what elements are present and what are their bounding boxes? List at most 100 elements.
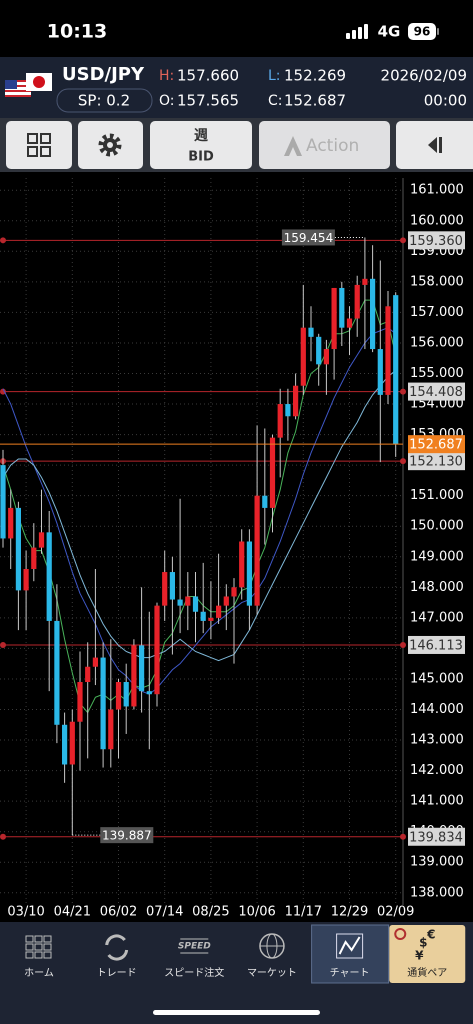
layout-button[interactable] [6,121,72,169]
date: 2026/02/09 [381,67,467,85]
candle-body [69,721,75,765]
annotation-label: 159.454 [284,231,334,245]
tab-currency-bg [389,925,466,983]
tabs: ホーム トレード スピード注文 マーケット チャート 通貨ペア SPEED ¥$€ [24,924,466,984]
battery-level: 96 [414,25,431,39]
trade-icon [105,934,129,961]
y-tick-label: 139.000 [410,855,464,870]
home-icon-cell [43,935,52,943]
currency-icon: ¥ [415,949,424,963]
tab-label[interactable]: トレード [97,968,137,979]
currency-icon: € [426,928,435,942]
x-tick-label: 08/25 [192,905,229,920]
home-icon-cell [25,951,34,959]
settings-icon [98,133,122,157]
candle-body [177,599,183,606]
candle-body [269,437,276,508]
tab-label[interactable]: スピード注文 [164,966,224,979]
layout-icon [27,133,51,157]
high-label: H: [159,68,174,84]
moving-average-line [2,299,397,714]
level-label: 152.130 [409,455,463,470]
y-tick-label: 148.000 [410,580,464,595]
candle-body [316,336,322,365]
battery-tip [437,28,439,35]
candle-body [77,682,83,722]
home-icon-cell [25,935,34,943]
spread: SP: 0.2 [78,92,130,110]
candle-body [246,541,252,606]
speed-icon: SPEED [178,942,211,952]
close-value: 152.687 [284,92,346,110]
candle-body [354,284,360,319]
home-icon-cell [34,935,43,943]
currency-icon: $ [419,936,427,950]
action-button[interactable] [259,121,390,169]
candle-body [146,691,152,695]
level-handle[interactable] [0,237,6,244]
y-tick-label: 157.000 [410,305,464,320]
y-tick-label: 145.000 [410,671,464,686]
low-value: 152.269 [284,67,346,85]
level-handle[interactable] [400,388,406,395]
level-handle[interactable] [0,388,6,395]
moving-average-line [2,370,397,662]
candle-body [223,596,229,606]
y-tick-label: 158.000 [410,274,464,289]
candle-body [108,709,114,750]
y-tick-label: 149.000 [410,549,464,564]
level-label: 146.113 [409,638,463,653]
candle-body [38,532,45,548]
status-bar [0,0,473,57]
candle-body [100,657,106,750]
y-tick-label: 143.000 [410,733,464,748]
home-icon-cell [34,951,43,959]
level-label-box [408,231,465,250]
x-tick-label: 03/10 [7,905,44,920]
candle-body [169,572,175,600]
open-value: 157.565 [177,92,239,110]
candle-body [293,385,299,417]
candle-body [62,724,68,765]
level-handle[interactable] [400,458,406,465]
x-tick-label: 12/29 [331,905,368,920]
low-label: L: [268,68,281,84]
action-label: Action [306,136,359,156]
candle-body [300,327,306,386]
candle-body [254,495,260,606]
network: 4G [378,23,401,41]
candle-body [162,572,168,606]
level-handle[interactable] [400,641,406,648]
level-handle[interactable] [0,833,6,840]
y-tick-label: 142.000 [410,763,464,778]
candle-body [370,278,376,350]
candle-body [339,287,345,328]
x-tick-label: 07/14 [146,905,183,920]
tab-label[interactable]: ホーム [24,967,54,979]
time: 00:00 [424,92,467,110]
level-handle[interactable] [0,641,6,648]
period-button[interactable] [150,121,252,169]
candle-body [123,682,129,707]
currency-pair[interactable]: USD/JPY [62,64,145,85]
level-label-box [408,452,465,471]
candle-body [154,605,160,695]
annotation-box [281,229,335,246]
level-label-box [408,827,465,846]
tab-label[interactable]: マーケット [247,967,297,979]
candle-body [15,507,21,591]
chart-icon [338,936,361,955]
level-handle[interactable] [400,833,406,840]
level-handle[interactable] [400,237,406,244]
candle-body [0,465,6,539]
candle-body [323,349,329,365]
level-label: 159.360 [409,234,463,249]
collapse-icon [428,137,437,153]
y-tick-label: 156.000 [410,335,464,350]
x-tick-label: 11/17 [285,905,322,920]
tab-label[interactable]: チャート [330,967,370,979]
level-label: 154.408 [409,385,463,400]
collapse-bar [439,137,442,153]
tab-label[interactable]: 通貨ペア [407,966,447,979]
y-tick-label: 155.000 [410,366,464,381]
